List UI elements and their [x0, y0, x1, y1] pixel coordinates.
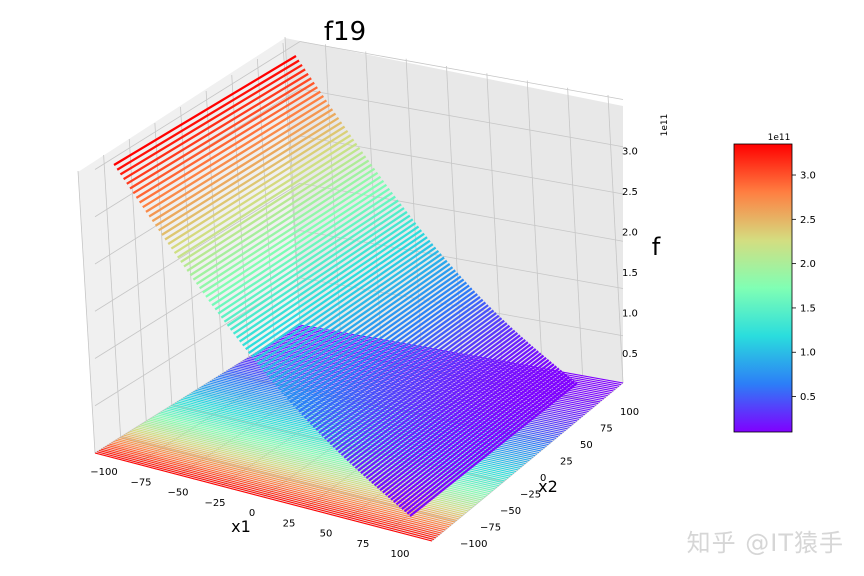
- y-tick-label: 100: [620, 407, 639, 418]
- x-tick-label: 75: [357, 539, 370, 550]
- colorbar-ticks: 0.5 1.0 1.5 2.0 2.5 3.0: [792, 171, 816, 404]
- z-tick-label: 3.0: [622, 147, 638, 158]
- colorbar-tick-label: 2.5: [800, 215, 816, 226]
- colorbar-tick-label: 3.0: [800, 171, 816, 182]
- colorbar-tick-label: 1.5: [800, 303, 816, 314]
- y-tick-label: 50: [580, 440, 593, 451]
- y-tick-label: −100: [460, 539, 487, 550]
- chart-title: f19: [324, 17, 366, 47]
- x-tick-label: 50: [320, 529, 333, 540]
- x-tick-label: 100: [390, 549, 409, 560]
- x-tick-label: 25: [283, 518, 296, 529]
- y-tick-label: −75: [480, 523, 501, 534]
- x-tick-label: −75: [130, 477, 151, 488]
- z-offset-text: 1e11: [660, 114, 670, 137]
- colorbar-tick-label: 2.0: [800, 259, 816, 270]
- x-tick-label: −25: [204, 498, 225, 509]
- y-tick-label: 75: [600, 424, 613, 435]
- z-tick-label: 0.5: [622, 349, 638, 360]
- colorbar-gradient: [734, 144, 792, 432]
- y-tick-label: 25: [560, 457, 573, 468]
- x-axis-label: x1: [231, 517, 251, 536]
- colorbar-tick-label: 1.0: [800, 348, 816, 359]
- colorbar: 1e11 0.5 1.0 1.5 2.0 2.5 3.0: [734, 133, 816, 432]
- x-tick-label: −100: [90, 467, 117, 478]
- watermark-text: 知乎 @IT猿手: [687, 523, 844, 558]
- colorbar-offset-text: 1e11: [768, 133, 791, 143]
- z-axis-label: f: [652, 233, 661, 261]
- x-tick-label: −50: [167, 488, 188, 499]
- y-tick-label: −50: [500, 506, 521, 517]
- y-axis-label: x2: [538, 477, 558, 496]
- z-tick-label: 2.0: [622, 228, 638, 239]
- z-tick-label: 1.0: [622, 309, 638, 320]
- z-tick-label: 1.5: [622, 268, 638, 279]
- colorbar-tick-label: 0.5: [800, 392, 816, 403]
- z-tick-label: 2.5: [622, 187, 638, 198]
